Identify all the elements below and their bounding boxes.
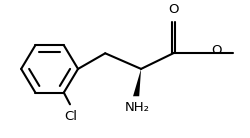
- Text: O: O: [212, 44, 222, 57]
- Text: Cl: Cl: [65, 110, 78, 123]
- Text: O: O: [168, 3, 178, 16]
- Text: NH₂: NH₂: [125, 101, 150, 114]
- Polygon shape: [133, 69, 141, 96]
